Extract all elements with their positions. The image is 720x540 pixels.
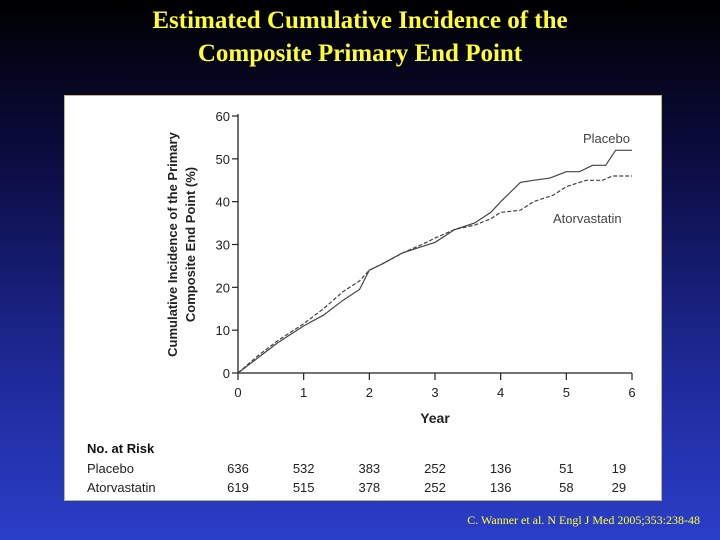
risk-table-value: 383 bbox=[358, 461, 380, 476]
series-line-placebo bbox=[237, 149, 632, 374]
x-tick-label: 0 bbox=[234, 385, 241, 400]
y-tick-label: 50 bbox=[216, 152, 230, 167]
risk-table-value: 51 bbox=[559, 461, 573, 476]
y-axis-label-line1: Cumulative Incidence of the Primary bbox=[165, 131, 180, 356]
risk-table-value: 636 bbox=[227, 461, 249, 476]
risk-table-value: 515 bbox=[293, 480, 315, 495]
citation: C. Wanner et al. N Engl J Med 2005;353:2… bbox=[467, 513, 700, 527]
series-label-placebo: Placebo bbox=[583, 131, 630, 146]
risk-table-value: 19 bbox=[612, 461, 626, 476]
risk-table-value: 252 bbox=[424, 480, 446, 495]
y-tick-label: 30 bbox=[216, 238, 230, 253]
risk-table-value: 136 bbox=[490, 480, 512, 495]
kaplan-meier-chart: 0 10 20 30 40 50 60 0 1 2 3 4 5 6 Year Cumulative Incid… bbox=[87, 109, 636, 495]
y-tick-label: 10 bbox=[216, 323, 230, 338]
risk-table-value: 136 bbox=[490, 461, 512, 476]
series-line-atorvastatin bbox=[237, 175, 632, 374]
x-tick-label: 6 bbox=[628, 385, 635, 400]
x-tick-label: 1 bbox=[300, 385, 307, 400]
risk-table-value: 532 bbox=[293, 461, 315, 476]
slide-title-line2: Composite Primary End Point bbox=[197, 40, 523, 67]
y-axis-label-line2: Composite End Point (%) bbox=[183, 167, 198, 322]
risk-table-header: No. at Risk bbox=[87, 441, 155, 456]
x-tick-label: 2 bbox=[366, 385, 373, 400]
risk-table-value: 619 bbox=[227, 480, 249, 495]
slide-title: Estimated Cumulative Incidence of the Co… bbox=[0, 4, 720, 70]
risk-table-value: 252 bbox=[424, 461, 446, 476]
risk-table-value: 58 bbox=[559, 480, 573, 495]
x-tick-label: 5 bbox=[563, 385, 570, 400]
slide-title-line1: Estimated Cumulative Incidence of the bbox=[152, 7, 568, 34]
x-tick-label: 4 bbox=[497, 385, 504, 400]
risk-table-value: 29 bbox=[612, 480, 626, 495]
y-tick-label: 20 bbox=[216, 280, 230, 295]
risk-table-row-label: Placebo bbox=[87, 461, 134, 476]
y-tick-label: 40 bbox=[216, 195, 230, 210]
series-label-atorvastatin: Atorvastatin bbox=[553, 211, 622, 226]
y-tick-label: 0 bbox=[223, 366, 230, 381]
y-tick-label: 60 bbox=[216, 109, 230, 124]
chart-panel: 0 10 20 30 40 50 60 0 1 2 3 4 5 6 Year Cumulative Incid… bbox=[64, 95, 662, 501]
risk-table-value: 378 bbox=[358, 480, 380, 495]
risk-table-row-label: Atorvastatin bbox=[87, 480, 156, 495]
x-tick-label: 3 bbox=[431, 385, 438, 400]
x-axis-label: Year bbox=[420, 410, 450, 426]
